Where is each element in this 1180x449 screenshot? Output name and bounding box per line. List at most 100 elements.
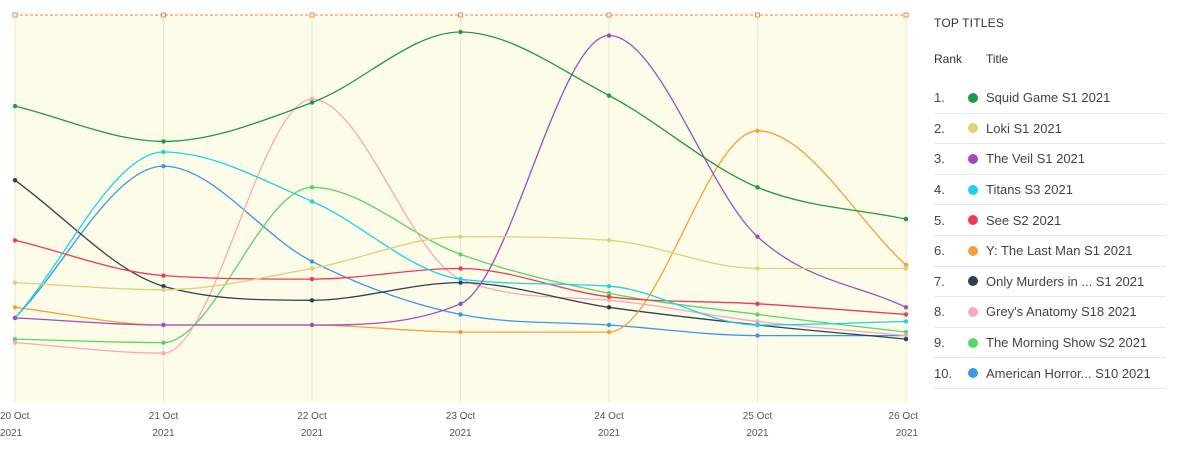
- data-point[interactable]: [12, 103, 18, 109]
- data-point[interactable]: [12, 336, 18, 342]
- legend-item[interactable]: 10. American Horror... S10 2021: [934, 358, 1166, 389]
- x-tick-label: 21 Oct: [149, 411, 179, 422]
- data-point[interactable]: [161, 283, 166, 289]
- legend-swatch: [968, 92, 978, 103]
- data-point[interactable]: [161, 273, 166, 278]
- data-point[interactable]: [458, 29, 463, 35]
- legend-swatch: [968, 245, 978, 256]
- legend-label: American Horror... S10 2021: [986, 365, 1151, 381]
- data-point[interactable]: [161, 322, 166, 328]
- data-point[interactable]: [161, 163, 166, 169]
- data-point[interactable]: [903, 319, 909, 324]
- data-point[interactable]: [309, 298, 315, 303]
- legend-rank: 7.: [934, 273, 945, 289]
- rank-header: Rank: [934, 52, 963, 66]
- data-point[interactable]: [458, 301, 463, 307]
- legend-item[interactable]: 6. Y: The Last Man S1 2021: [934, 236, 1166, 267]
- legend-item[interactable]: 1. Squid Game S1 2021: [934, 83, 1166, 114]
- top-line-marker: [606, 12, 612, 18]
- data-point[interactable]: [903, 329, 909, 335]
- data-point[interactable]: [309, 266, 315, 271]
- x-tick-year: 2021: [152, 428, 175, 439]
- data-point[interactable]: [161, 287, 166, 292]
- legend-label: Squid Game S1 2021: [986, 90, 1111, 106]
- data-point[interactable]: [12, 238, 18, 243]
- data-point[interactable]: [161, 149, 166, 155]
- data-point[interactable]: [606, 294, 612, 299]
- data-point[interactable]: [755, 128, 760, 134]
- x-tick-year: 2021: [598, 428, 621, 439]
- data-point[interactable]: [12, 340, 18, 345]
- line-chart: 20 Oct 2021 21 Oct 2021 22 Oct 2021 23 Oct 2021…: [0, 12, 918, 439]
- x-tick-label: 20 Oct: [0, 411, 30, 422]
- data-point[interactable]: [755, 319, 760, 324]
- data-point[interactable]: [755, 333, 760, 338]
- x-tick-year: 2021: [301, 428, 324, 439]
- data-point[interactable]: [606, 298, 612, 303]
- legend-item[interactable]: 9. The Morning Show S2 2021: [934, 328, 1166, 359]
- top-line-marker: [458, 12, 463, 18]
- data-point[interactable]: [755, 266, 760, 271]
- legend-rank: 6.: [934, 243, 945, 259]
- data-point[interactable]: [458, 276, 463, 282]
- data-point[interactable]: [606, 283, 612, 289]
- data-point[interactable]: [755, 312, 760, 317]
- data-point[interactable]: [161, 139, 166, 144]
- x-tick-label: 22 Oct: [297, 411, 327, 422]
- data-point[interactable]: [12, 178, 18, 183]
- data-point[interactable]: [903, 305, 909, 310]
- legend-item[interactable]: 2. Loki S1 2021: [934, 114, 1166, 145]
- data-point[interactable]: [309, 322, 315, 328]
- data-point[interactable]: [606, 329, 612, 335]
- data-point[interactable]: [12, 315, 18, 321]
- series-1: [12, 29, 909, 222]
- legend-header: Rank Title: [934, 46, 1166, 72]
- data-point[interactable]: [12, 280, 18, 285]
- legend-swatch: [968, 306, 978, 317]
- data-point[interactable]: [458, 329, 463, 335]
- data-point[interactable]: [903, 262, 909, 268]
- data-point[interactable]: [606, 238, 612, 243]
- legend-swatch: [968, 276, 978, 287]
- data-point[interactable]: [903, 216, 909, 222]
- data-point[interactable]: [458, 280, 463, 285]
- data-point[interactable]: [903, 333, 909, 338]
- data-point[interactable]: [903, 336, 909, 342]
- data-point[interactable]: [309, 96, 315, 102]
- data-point[interactable]: [903, 312, 909, 317]
- series-3: [12, 33, 909, 328]
- data-point[interactable]: [755, 301, 760, 307]
- legend-rank: 4.: [934, 182, 945, 198]
- x-tick-label: 26 Oct: [889, 411, 919, 422]
- data-point[interactable]: [161, 340, 166, 345]
- legend-item[interactable]: 4. Titans S3 2021: [934, 175, 1166, 206]
- data-point[interactable]: [606, 93, 612, 98]
- legend-item[interactable]: 3. The Veil S1 2021: [934, 144, 1166, 175]
- data-point[interactable]: [606, 291, 612, 296]
- data-point[interactable]: [755, 234, 760, 239]
- legend-list: 1. Squid Game S1 2021 2. Loki S1 2021 3. The …: [934, 83, 1166, 389]
- data-point[interactable]: [309, 199, 315, 204]
- legend: TOP TITLES Rank Title 1. Squid Game S1 20…: [934, 10, 1166, 389]
- data-point[interactable]: [606, 33, 612, 38]
- x-axis-ticks: 20 Oct 2021 21 Oct 2021 22 Oct 2021 23 Oct 2021…: [0, 411, 918, 439]
- legend-item[interactable]: 8. Grey's Anatomy S18 2021: [934, 297, 1166, 328]
- data-point[interactable]: [458, 252, 463, 257]
- legend-item[interactable]: 7. Only Murders in ... S1 2021: [934, 267, 1166, 298]
- data-point[interactable]: [606, 305, 612, 310]
- data-point[interactable]: [12, 305, 18, 310]
- data-point[interactable]: [755, 185, 760, 190]
- data-point[interactable]: [458, 312, 463, 317]
- data-point[interactable]: [903, 266, 909, 271]
- data-point[interactable]: [458, 234, 463, 239]
- legend-item[interactable]: 5. See S2 2021: [934, 205, 1166, 236]
- data-point[interactable]: [309, 100, 315, 105]
- data-point[interactable]: [309, 185, 315, 190]
- data-point[interactable]: [309, 259, 315, 264]
- data-point[interactable]: [458, 266, 463, 271]
- data-point[interactable]: [309, 276, 315, 282]
- data-point[interactable]: [161, 351, 166, 356]
- series-layer: [12, 29, 909, 356]
- data-point[interactable]: [606, 322, 612, 328]
- data-point[interactable]: [755, 322, 760, 328]
